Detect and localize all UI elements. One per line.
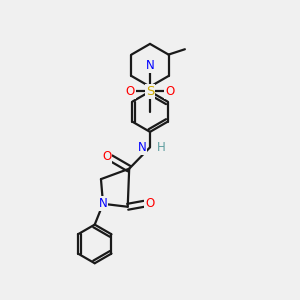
Text: O: O (165, 85, 175, 98)
Text: O: O (102, 150, 111, 163)
Text: O: O (125, 85, 135, 98)
Text: N: N (138, 141, 146, 154)
Text: S: S (146, 85, 154, 98)
Text: O: O (146, 197, 154, 210)
Text: H: H (157, 141, 165, 154)
Text: N: N (146, 59, 154, 72)
Text: N: N (99, 197, 107, 210)
